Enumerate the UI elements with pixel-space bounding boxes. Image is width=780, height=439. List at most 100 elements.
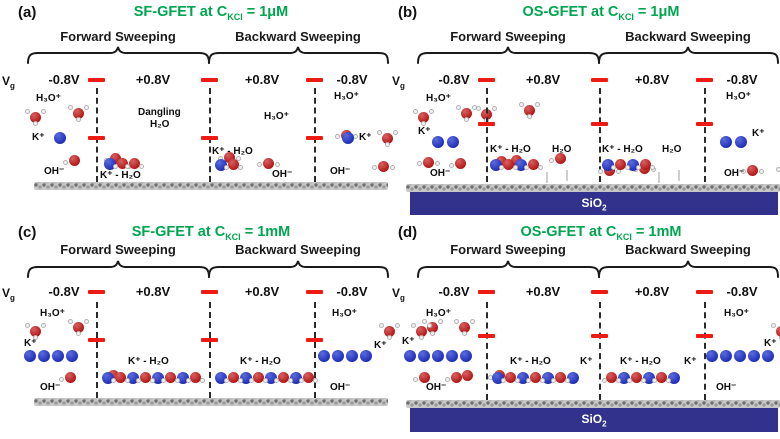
h2o-label: H₂O — [552, 144, 572, 155]
voltage-value: +0.8V — [634, 284, 670, 299]
voltage-value: -0.8V — [726, 72, 758, 87]
potassium-row — [404, 350, 472, 362]
mid-red-dash-icon — [478, 334, 495, 338]
voltage-value: +0.8V — [525, 284, 561, 299]
mid-red-dash-icon — [201, 136, 218, 140]
section-divider-line — [209, 302, 211, 398]
red-dash-icon — [201, 290, 218, 294]
water-molecule-icon — [371, 161, 395, 172]
potassium-ion-icon — [447, 136, 459, 148]
section-divider-line — [96, 302, 98, 398]
voltage-value: +0.8V — [244, 72, 280, 87]
potassium-row — [318, 350, 372, 362]
hydronium-molecule-icon — [454, 319, 476, 336]
h3o-label: H₃O⁺ — [726, 91, 751, 102]
hydronium-molecule-icon — [378, 323, 400, 340]
k-h2o-label: K⁺ - H₂O — [490, 144, 531, 155]
h3o-label: H₃O⁺ — [36, 93, 61, 104]
voltage-value: +0.8V — [135, 284, 171, 299]
dangling-h2o-label: Dangling — [138, 107, 181, 118]
k-label: K⁺ — [684, 356, 697, 367]
red-dash-icon — [306, 78, 323, 82]
hydroxide-molecule-icon — [62, 155, 80, 166]
bond-stick-icon — [678, 170, 680, 181]
voltage-value: +0.8V — [135, 72, 171, 87]
voltage-value: -0.8V — [48, 284, 80, 299]
ion-water-row — [104, 158, 144, 170]
potassium-row — [706, 350, 774, 362]
hydronium-molecule-icon — [413, 109, 434, 126]
k-h2o-label: K⁺ - H₂O — [100, 170, 141, 181]
panel-title: SF-GFET at CKCl = 1mM — [131, 224, 291, 242]
voltage-value: -0.8V — [336, 72, 368, 87]
mid-red-dash-icon — [306, 136, 323, 140]
hydronium-molecule-icon — [25, 109, 46, 126]
oh-label: OH⁻ — [426, 382, 447, 393]
dangling-h2o-label: H₂O — [150, 119, 170, 130]
oh-label: OH⁻ — [330, 166, 351, 177]
mid-red-dash-icon — [696, 122, 713, 126]
voltage-value: -0.8V — [726, 284, 758, 299]
hydronium-molecule-icon — [68, 105, 90, 122]
oh-label: OH⁻ — [724, 168, 745, 179]
oh-label: OH⁻ — [44, 166, 65, 177]
backward-sweeping-label: Backward Sweeping — [235, 29, 361, 44]
hydroxide-molecule-icon — [58, 372, 76, 383]
hydronium-molecule-icon — [422, 319, 444, 336]
hydronium-molecule-icon — [518, 102, 540, 119]
panel-title: SF-GFET at CKCl = 1μM — [133, 4, 289, 22]
gate-voltage-label: Vg — [2, 74, 15, 91]
section-divider-line — [486, 302, 488, 400]
section-divider-line — [704, 88, 706, 182]
k-label: K⁺ — [752, 128, 765, 139]
h3o-label: H₃O⁺ — [334, 91, 359, 102]
k-h2o-label: K⁺ - H₂O — [128, 356, 169, 367]
backward-sweeping-label: Backward Sweeping — [625, 242, 751, 257]
ion-water-row — [602, 372, 680, 384]
red-dash-icon — [478, 290, 495, 294]
bond-stick-icon — [566, 170, 568, 181]
hydroxide-molecule-icon — [412, 372, 430, 383]
bond-stick-icon — [546, 172, 548, 183]
mid-red-dash-icon — [306, 338, 323, 342]
ion-water-row — [215, 372, 318, 384]
panel-title: OS-GFET at CKCl = 1mM — [520, 224, 682, 242]
mid-red-dash-icon — [201, 338, 218, 342]
red-dash-icon — [88, 290, 105, 294]
voltage-value: -0.8V — [48, 72, 80, 87]
ion-water-row — [490, 159, 543, 171]
k-h2o-label: K⁺ - H₂O — [212, 146, 253, 157]
mid-red-dash-icon — [591, 122, 608, 126]
panel-label: (a) — [18, 4, 37, 21]
oh-label: OH⁻ — [716, 382, 737, 393]
mid-red-dash-icon — [88, 338, 105, 342]
potassium-ion-icon — [54, 132, 66, 144]
overbrace-icon — [27, 46, 389, 64]
potassium-ion-icon — [432, 136, 444, 148]
potassium-row — [24, 350, 78, 362]
panel-label: (d) — [398, 224, 418, 241]
panel-c: (c) SF-GFET at CKCl = 1mM Forward Sweepi… — [0, 220, 474, 439]
red-dash-icon — [591, 290, 608, 294]
k-label: K⁺ — [580, 356, 593, 367]
h2o-label: H₂O — [662, 144, 682, 155]
panel-label: (b) — [398, 4, 418, 21]
k-h2o-label: K⁺ - H₂O — [510, 356, 551, 367]
k-h2o-label: K⁺ - H₂O — [240, 356, 281, 367]
hydronium-molecule-icon — [411, 323, 432, 340]
hydronium-molecule-icon — [377, 130, 399, 147]
potassium-ion-icon — [735, 136, 747, 148]
red-dash-icon — [306, 290, 323, 294]
gate-voltage-label: Vg — [2, 286, 15, 303]
k-h2o-label: K⁺ - H₂O — [620, 356, 661, 367]
mid-red-dash-icon — [591, 334, 608, 338]
water-molecule-icon — [740, 165, 764, 176]
mid-red-dash-icon — [88, 136, 105, 140]
k-label: K⁺ — [32, 132, 45, 143]
k-label: K⁺ — [24, 338, 37, 349]
bond-stick-icon — [658, 172, 660, 183]
red-dash-icon — [696, 78, 713, 82]
h3o-label: H₃O⁺ — [426, 93, 451, 104]
section-divider-line — [486, 88, 488, 182]
voltage-value: +0.8V — [244, 284, 280, 299]
